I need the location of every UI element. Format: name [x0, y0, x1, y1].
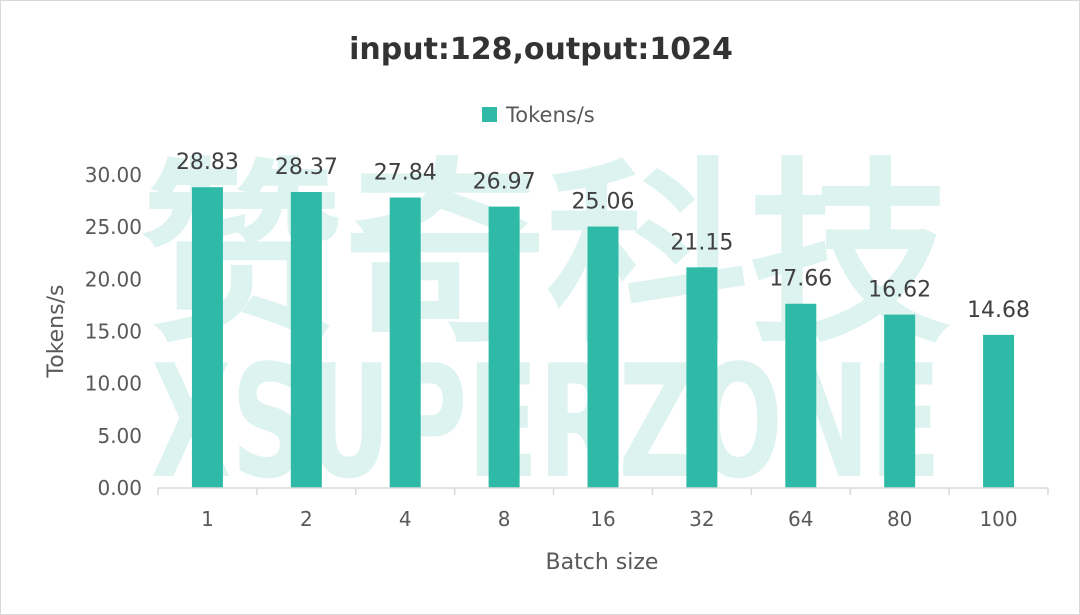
data-label: 17.66	[769, 267, 832, 292]
watermark: 赞奇科技 XSUPERZONE	[141, 142, 951, 513]
data-label: 27.84	[374, 161, 437, 186]
x-tick-label: 100	[979, 507, 1017, 531]
data-label: 21.15	[670, 230, 733, 255]
bar	[488, 206, 520, 488]
y-tick-label: 5.00	[97, 424, 142, 448]
chart-title: input:128,output:1024	[349, 32, 733, 67]
x-tick-label: 16	[590, 507, 615, 531]
bar	[191, 187, 223, 488]
bar	[884, 314, 916, 488]
bar	[587, 226, 619, 489]
x-tick-label: 32	[689, 507, 714, 531]
watermark-latin: XSUPERZONE	[151, 331, 941, 513]
x-tick-label: 64	[788, 507, 813, 531]
x-tick-label: 1	[201, 507, 214, 531]
legend-label: Tokens/s	[505, 103, 595, 127]
x-axis-ticks: 1 2 4 8 16 32 64 80 100	[157, 488, 1049, 531]
y-tick-label: 30.00	[85, 163, 142, 187]
y-axis-title: Tokens/s	[44, 285, 69, 379]
data-label: 16.62	[868, 278, 931, 303]
y-tick-label: 10.00	[85, 372, 142, 396]
data-label: 28.83	[176, 150, 239, 175]
y-tick-label: 15.00	[85, 320, 142, 344]
bar	[785, 303, 817, 488]
bar	[686, 267, 718, 488]
x-tick-label: 4	[399, 507, 412, 531]
bar	[290, 192, 322, 488]
x-tick-label: 80	[887, 507, 912, 531]
bars	[191, 187, 1015, 489]
data-label: 26.97	[473, 170, 536, 195]
data-label: 25.06	[572, 190, 635, 215]
data-label: 28.37	[275, 155, 338, 180]
legend-swatch	[482, 107, 497, 122]
x-axis-title: Batch size	[546, 550, 659, 575]
bar	[983, 334, 1015, 488]
x-tick-label: 8	[498, 507, 511, 531]
y-tick-label: 0.00	[97, 476, 142, 500]
bar	[389, 197, 421, 488]
y-tick-label: 25.00	[85, 215, 142, 239]
legend: Tokens/s	[482, 103, 595, 127]
y-axis-ticks: 0.00 5.00 10.00 15.00 20.00 25.00 30.00	[85, 163, 142, 500]
x-tick-label: 2	[300, 507, 313, 531]
data-label: 14.68	[967, 298, 1030, 323]
y-tick-label: 20.00	[85, 267, 142, 291]
data-labels: 28.83 28.37 27.84 26.97 25.06 21.15 17.66 16.62…	[176, 150, 1030, 323]
